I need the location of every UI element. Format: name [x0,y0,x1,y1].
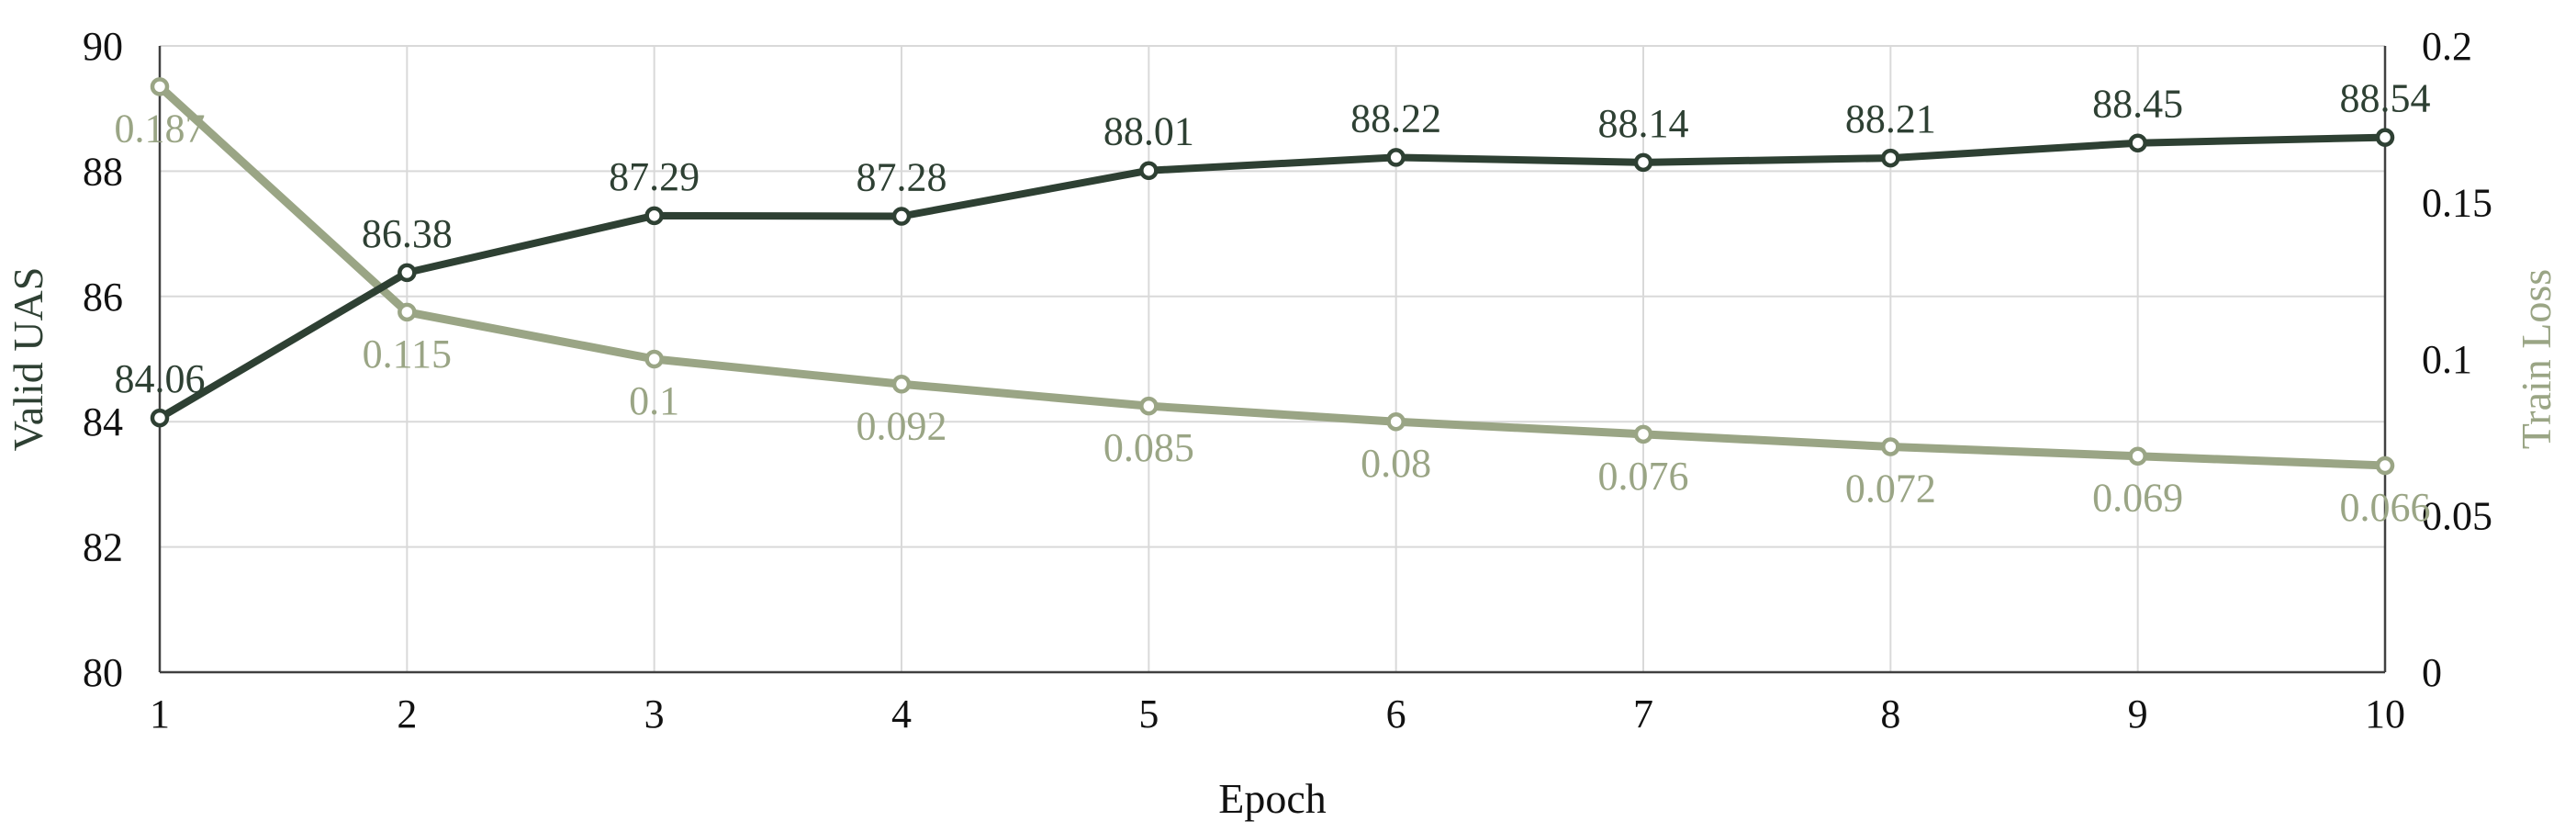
x-tick-label: 2 [397,691,417,736]
loss-data-label: 0.115 [363,332,452,377]
x-tick-label: 8 [1880,691,1900,736]
y2-tick-label: 0 [2422,650,2442,695]
train-loss-point [1386,411,1406,432]
train-loss-point [2128,446,2147,466]
uas-data-label: 87.29 [609,154,700,199]
valid-uas-point [1386,148,1406,167]
uas-data-label: 86.38 [362,211,453,256]
y2-tick-label: 0.05 [2422,494,2492,539]
loss-data-label: 0.1 [629,378,679,423]
valid-uas-point [150,408,170,428]
x-axis-title: Epoch [1218,775,1327,822]
valid-uas-point [398,263,417,283]
train-loss-point [2375,455,2395,476]
uas-data-label: 84.06 [115,356,206,401]
uas-data-label: 88.21 [1845,96,1936,141]
loss-data-label: 0.085 [1103,425,1194,470]
train-loss-point [891,375,912,394]
y2-tick-label: 0.2 [2422,24,2472,69]
train-loss-point [1881,437,1900,456]
valid-uas-point [891,207,912,226]
valid-uas-point [2375,128,2395,147]
uas-data-label: 88.01 [1103,109,1194,154]
tick-labels: 80 82 84 86 88 90 1 2 3 4 5 6 7 8 9 10 0 0.05 0.1 0.15 0.2 [83,24,2492,736]
x-tick-label: 9 [2128,691,2148,736]
valid-uas-line [156,133,2389,422]
y-tick-label: 82 [83,525,123,570]
train-loss-point [150,77,170,96]
train-loss-point [644,349,664,369]
uas-data-label: 88.22 [1350,96,1441,141]
valid-uas-point [1881,148,1900,168]
series [150,77,2395,476]
uas-data-label: 88.54 [2340,76,2431,121]
x-tick-label: 4 [891,691,912,736]
y-axis-title: Valid UAS [5,267,51,452]
train-loss-point [398,302,417,322]
loss-data-label: 0.187 [115,106,206,151]
loss-data-label: 0.072 [1845,466,1936,511]
x-tick-label: 5 [1138,691,1159,736]
gridlines [159,45,2386,673]
y-tick-label: 80 [83,650,123,695]
uas-data-label: 87.28 [857,155,947,200]
loss-data-label: 0.066 [2340,485,2431,530]
x-tick-label: 10 [2365,691,2405,736]
y-tick-label: 88 [83,149,123,194]
y-tick-label: 86 [83,275,123,320]
x-tick-label: 7 [1633,691,1653,736]
axes [158,46,2387,674]
loss-data-label: 0.076 [1598,454,1689,499]
train-loss-line [155,82,2390,470]
valid-uas-point [1633,152,1653,173]
valid-uas-point [644,206,664,226]
y2-tick-label: 0.15 [2422,181,2492,226]
valid-uas-point [2128,133,2147,152]
y-tick-label: 90 [83,24,123,69]
x-tick-label: 3 [644,691,665,736]
loss-data-label: 0.069 [2092,476,2183,521]
y2-axis-title: Train Loss [2513,269,2559,449]
data-labels: 84.06 86.38 87.29 87.28 88.01 88.22 88.14 88.21… [115,76,2431,530]
loss-data-label: 0.08 [1361,441,1431,486]
loss-data-label: 0.092 [857,403,947,448]
y-tick-label: 84 [83,399,123,444]
x-tick-label: 1 [150,691,170,736]
train-loss-point [1139,396,1159,416]
y2-tick-label: 0.1 [2422,337,2472,382]
uas-data-label: 88.45 [2092,82,2183,127]
valid-uas-point [1139,161,1159,180]
train-loss-point [1633,424,1653,444]
x-tick-label: 6 [1386,691,1406,736]
uas-data-label: 88.14 [1598,101,1689,146]
